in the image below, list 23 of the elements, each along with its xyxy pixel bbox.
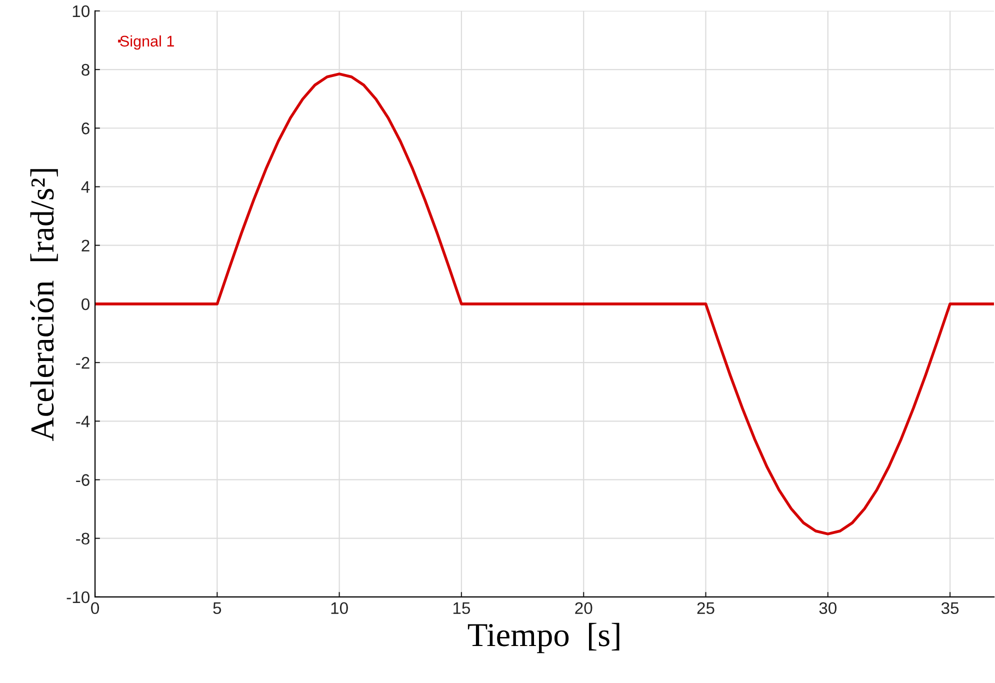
x-tick-label: 30 — [819, 602, 837, 614]
y-tick-label: -6 — [76, 474, 90, 486]
y-tick-label: -4 — [76, 416, 90, 428]
y-tick-label: 2 — [82, 240, 90, 252]
x-tick-label: 0 — [91, 602, 100, 614]
y-tick-label: 6 — [82, 122, 90, 134]
y-tick-label: 4 — [81, 181, 90, 193]
x-tick-label: 5 — [213, 602, 222, 614]
x-tick-label: 35 — [941, 602, 959, 614]
x-tick-label: 20 — [575, 602, 592, 614]
legend-label: Signal 1 — [120, 35, 174, 50]
y-tick-label: 10 — [72, 5, 90, 18]
y-tick-label: 0 — [82, 298, 90, 310]
x-axis-title: Tiempo [s] — [468, 622, 620, 654]
y-tick-label: -2 — [76, 356, 90, 369]
line-series — [95, 72, 994, 536]
y-axis-title: Aceleración [rad/s²] — [30, 169, 58, 441]
y-tick-label: 8 — [82, 64, 90, 76]
x-tick-label: 10 — [331, 602, 348, 614]
x-tick-label: 15 — [453, 602, 470, 614]
x-tick-label: 25 — [697, 602, 714, 614]
y-tick-label: -10 — [66, 591, 90, 604]
y-tick-label: -8 — [76, 532, 90, 545]
